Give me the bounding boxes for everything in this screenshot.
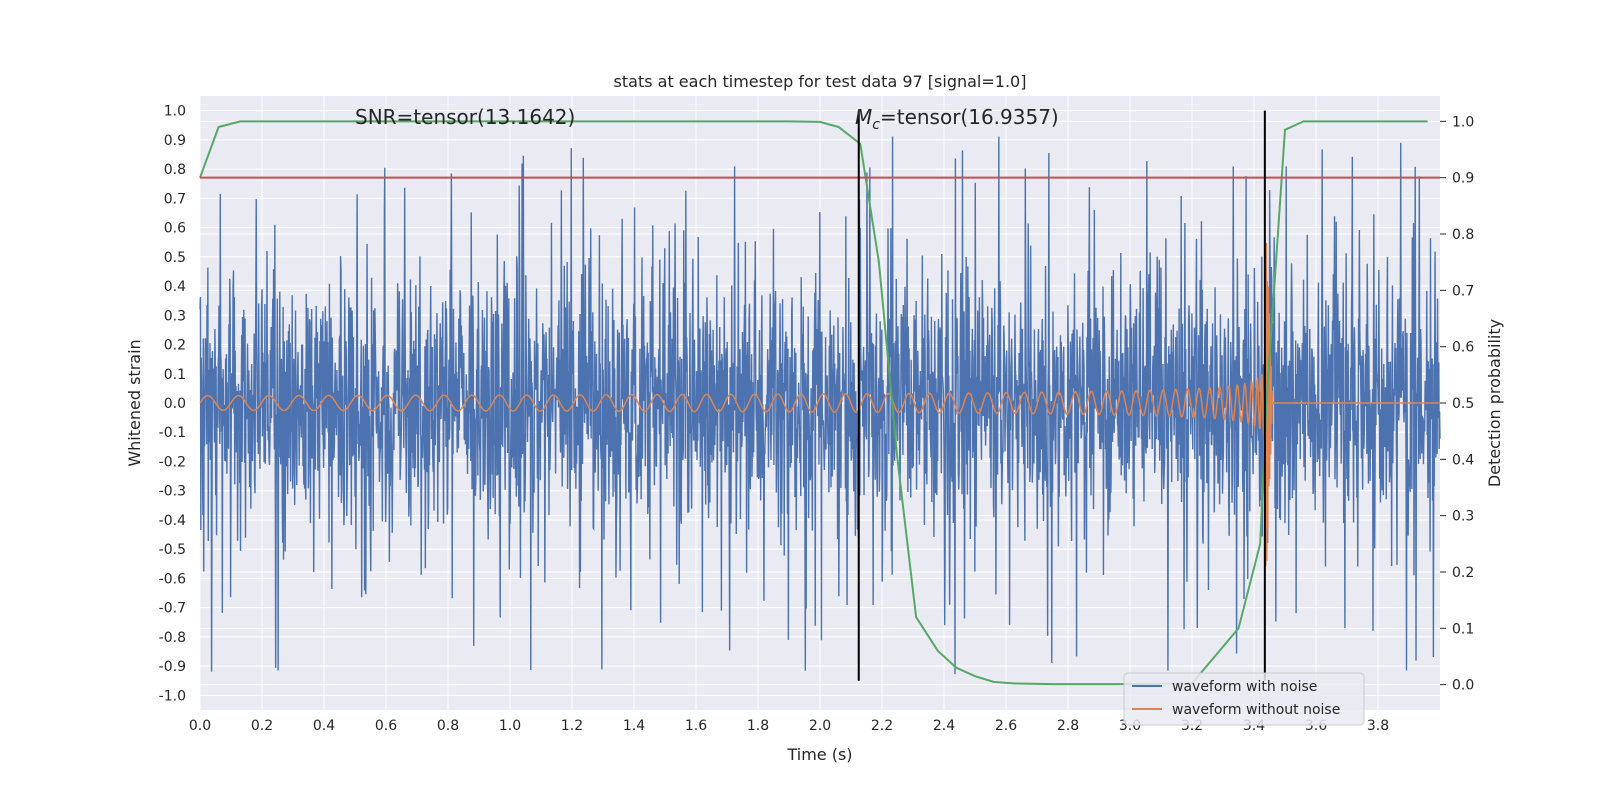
y-tick-label: -0.6 [159, 571, 186, 587]
y2-tick-label: 0.6 [1452, 340, 1474, 356]
y-tick-label: -0.8 [159, 630, 186, 646]
y2-tick-label: 0.4 [1452, 452, 1474, 468]
x-tick-label: 0.2 [251, 718, 273, 734]
x-tick-label: 2.4 [933, 718, 955, 734]
y2-tick-label: 0.0 [1452, 678, 1474, 694]
noise-waveform-layer [199, 136, 1441, 675]
y2-tick-label: 0.9 [1452, 171, 1474, 187]
legend-label-noise: waveform with noise [1172, 679, 1317, 695]
clean-waveform-layer [199, 242, 1440, 567]
x-tick-label: 0.0 [189, 718, 211, 734]
snr-annotation: SNR=tensor(13.1642) [355, 105, 575, 129]
y2-axis-label: Detection probability [1485, 319, 1504, 487]
y-tick-label: 0.4 [164, 279, 186, 295]
x-tick-label: 1.0 [499, 718, 521, 734]
mc-symbol: M [855, 105, 872, 129]
y-tick-label: -1.0 [159, 688, 186, 704]
y-tick-label: 0.0 [164, 396, 186, 412]
x-tick-label: 0.6 [375, 718, 397, 734]
y-tick-labels: -1.0 -0.9 -0.8 -0.7 -0.6 -0.5 -0.4 -0.3 -0.2 -0.1… [159, 104, 186, 705]
x-tick-label: 0.4 [313, 718, 335, 734]
y-tick-label: 0.7 [164, 191, 186, 207]
y-tick-label: -0.2 [159, 454, 186, 470]
vertical-lines-layer [857, 110, 1266, 681]
y-tick-label: 0.6 [164, 221, 186, 237]
chart-title: stats at each timestep for test data 97 … [614, 72, 1027, 91]
y2-tick-label: 0.7 [1452, 283, 1474, 299]
x-tick-label: 1.8 [747, 718, 769, 734]
y-tick-label: 0.3 [164, 308, 186, 324]
y2-tick-labels: 0.0 0.1 0.2 0.3 0.4 0.5 0.6 0.7 0.8 0.9 1.0 [1440, 114, 1474, 694]
y-tick-label: 0.1 [164, 367, 186, 383]
probability-layer [199, 120, 1440, 686]
mc-annotation: Mc=tensor(16.9357) [855, 105, 1059, 133]
y-tick-label: -0.3 [159, 484, 186, 500]
x-axis-label: Time (s) [786, 745, 852, 764]
y2-tick-label: 0.1 [1452, 621, 1474, 637]
y-tick-label: 0.9 [164, 133, 186, 149]
legend: waveform with noise waveform without noi… [1123, 672, 1365, 726]
y-tick-label: 1.0 [164, 104, 186, 120]
y2-tick-label: 0.5 [1452, 396, 1474, 412]
y2-tick-label: 0.8 [1452, 227, 1474, 243]
y2-tick-label: 1.0 [1452, 114, 1474, 130]
y-tick-label: -0.4 [159, 513, 186, 529]
x-tick-label: 2.8 [1057, 718, 1079, 734]
y-tick-label: 0.2 [164, 338, 186, 354]
legend-label-clean: waveform without noise [1172, 702, 1340, 718]
mc-value: =tensor(16.9357) [880, 105, 1059, 129]
x-tick-label: 1.2 [561, 718, 583, 734]
y-tick-label: 0.5 [164, 250, 186, 266]
y-tick-label: -0.7 [159, 601, 186, 617]
x-tick-label: 3.8 [1367, 718, 1389, 734]
y-tick-label: -0.9 [159, 659, 186, 675]
x-tick-label: 1.4 [623, 718, 645, 734]
x-tick-label: 1.6 [685, 718, 707, 734]
y-tick-label: 0.8 [164, 162, 186, 178]
y2-tick-label: 0.3 [1452, 509, 1474, 525]
y2-tick-label: 0.2 [1452, 565, 1474, 581]
x-tick-label: 2.0 [809, 718, 831, 734]
x-tick-label: 0.8 [437, 718, 459, 734]
series-waveform-with-noise [199, 136, 1441, 675]
x-tick-label: 2.6 [995, 718, 1017, 734]
legend-box [1123, 672, 1365, 726]
x-tick-label: 2.2 [871, 718, 893, 734]
y-axis-label: Whitened strain [125, 339, 144, 466]
mc-subscript: c [872, 117, 880, 133]
y-tick-label: -0.1 [159, 425, 186, 441]
series-waveform-without-noise [199, 242, 1440, 567]
y-tick-label: -0.5 [159, 542, 186, 558]
